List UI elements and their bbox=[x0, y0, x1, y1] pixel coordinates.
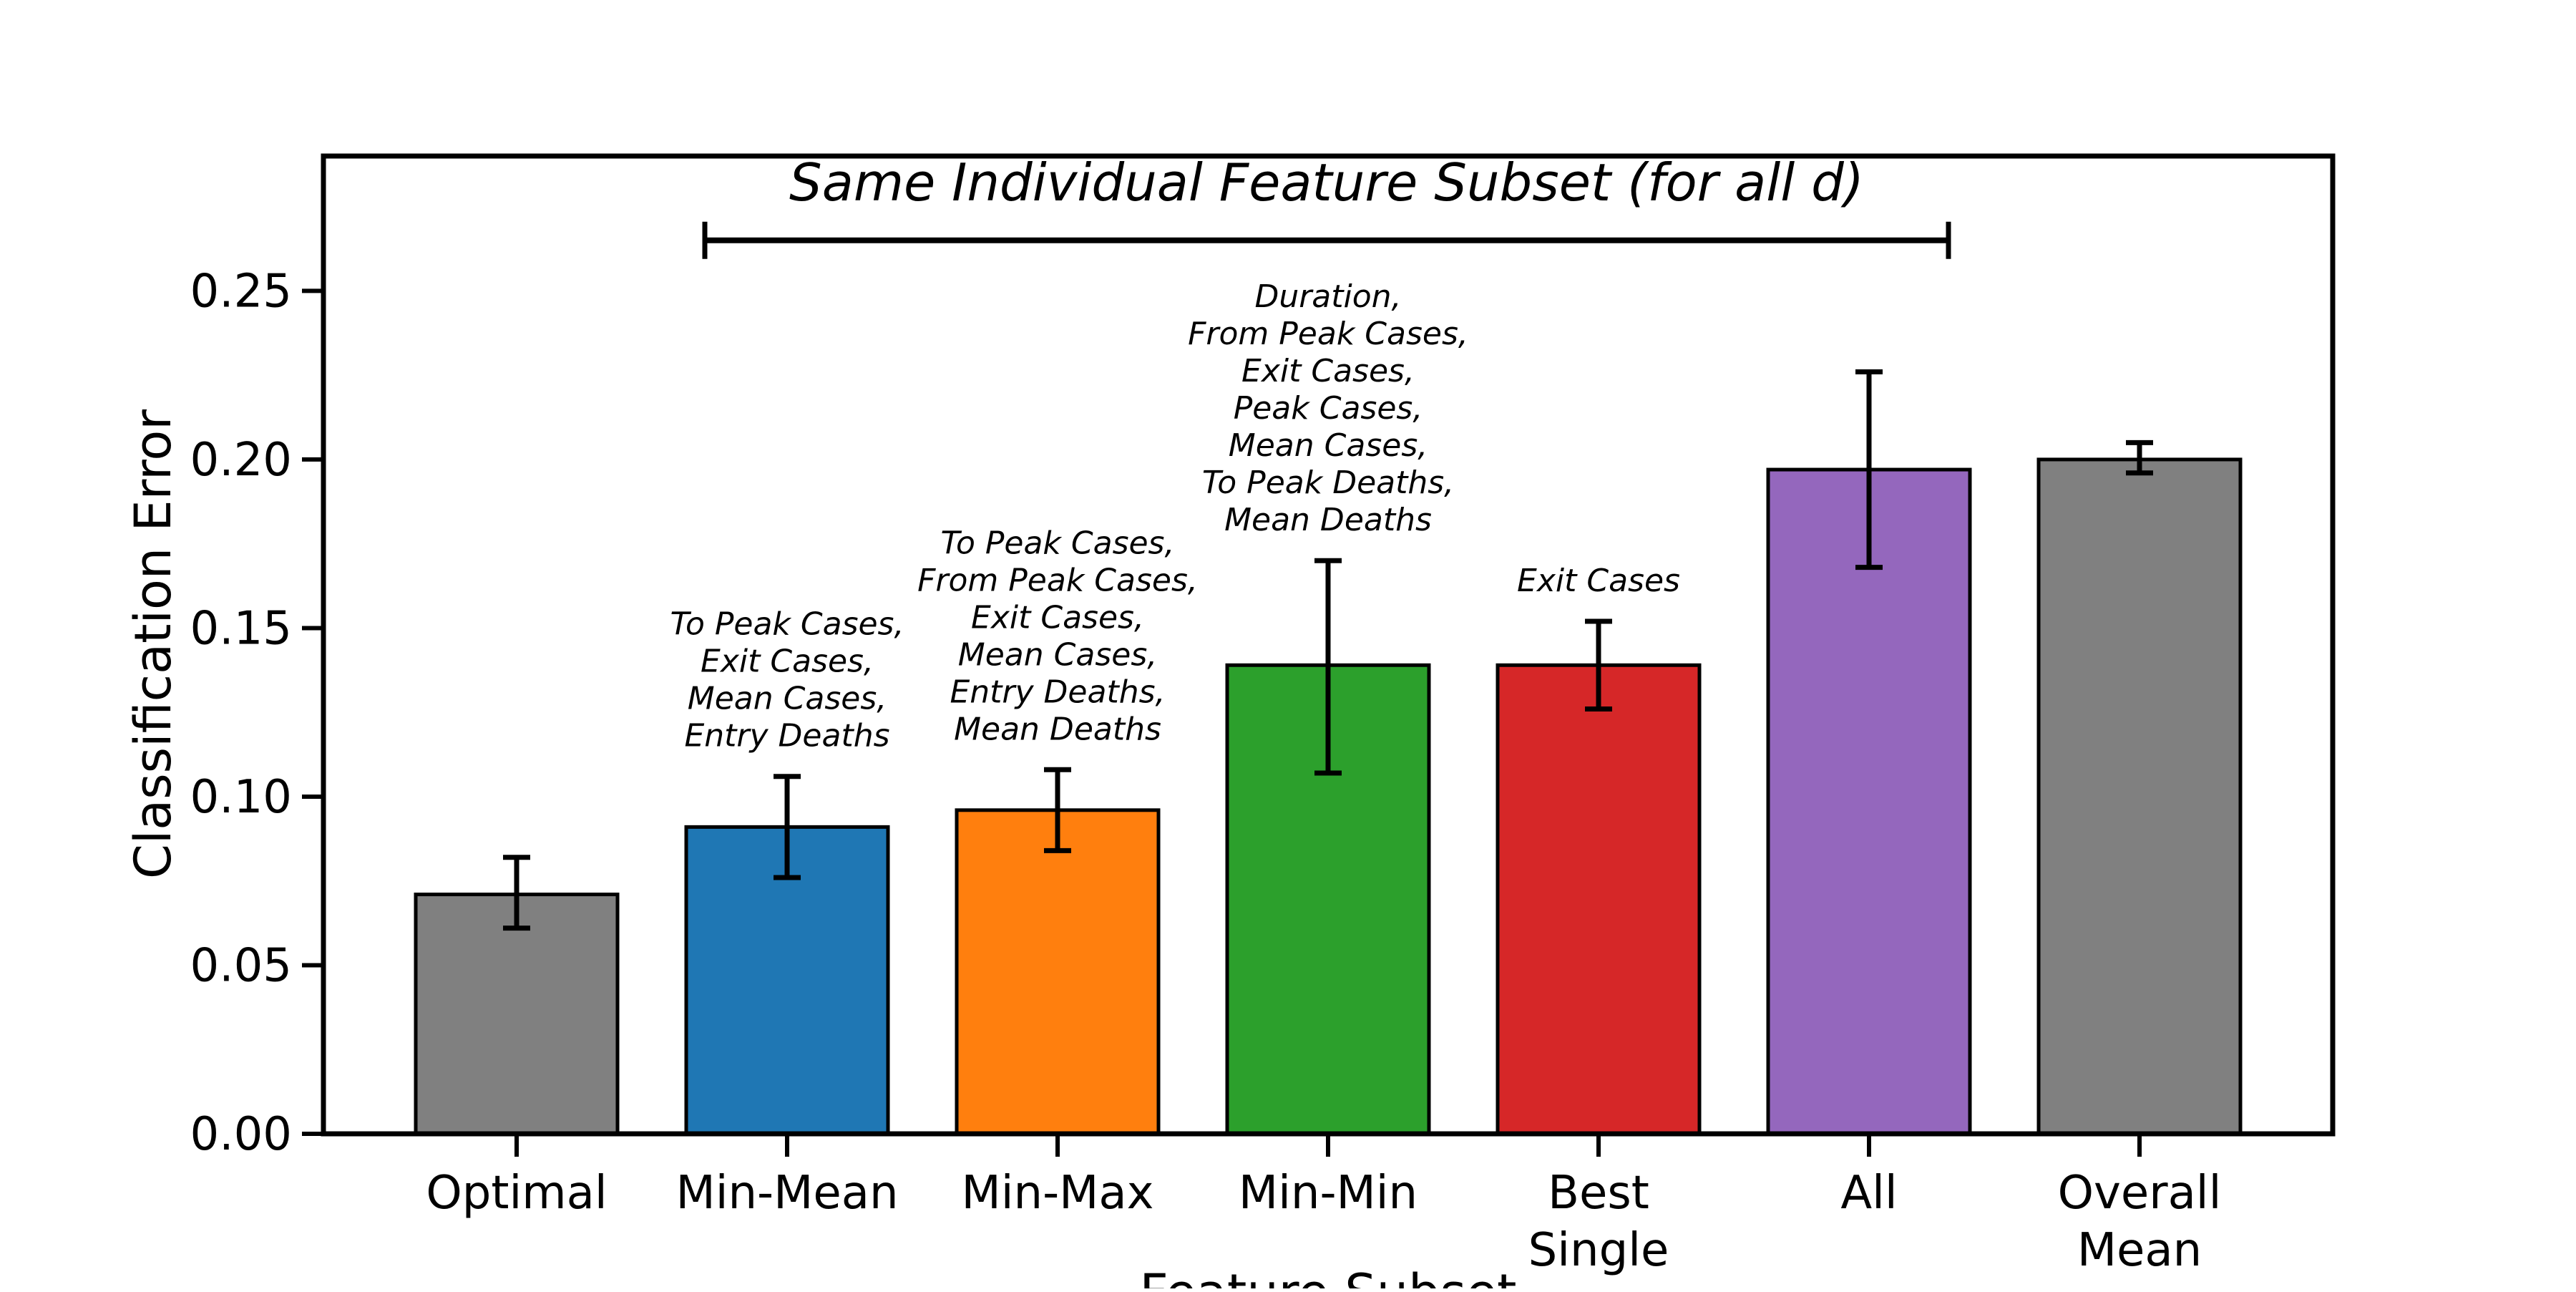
bar bbox=[955, 808, 1161, 1136]
x-tick-label: Overall bbox=[2058, 1167, 2222, 1220]
y-tick-label: 0.10 bbox=[190, 771, 293, 824]
x-axis-label: Feature Subset bbox=[1140, 1263, 1517, 1288]
x-tick-label: Best bbox=[1548, 1167, 1649, 1220]
annotation-label: Peak Cases, bbox=[1234, 390, 1423, 427]
x-tick-label: Optimal bbox=[426, 1167, 607, 1220]
bar bbox=[414, 893, 620, 1136]
annotation-label: To Peak Cases, bbox=[941, 525, 1175, 561]
annotation-label: To Peak Deaths, bbox=[1202, 465, 1454, 501]
annotation-label: From Peak Cases, bbox=[917, 562, 1198, 598]
annotation-label: Mean Cases, bbox=[1229, 427, 1428, 464]
annotation-label: Duration, bbox=[1254, 278, 1401, 315]
y-tick-label: 0.25 bbox=[190, 265, 293, 318]
annotation-label: Mean Cases, bbox=[688, 681, 887, 717]
annotation-label: Exit Cases, bbox=[701, 643, 874, 680]
annotation-label: Exit Cases, bbox=[1241, 353, 1415, 389]
y-tick-label: 0.20 bbox=[190, 434, 293, 487]
x-tick-label: Min-Max bbox=[962, 1167, 1154, 1220]
y-axis-label: Classification Error bbox=[124, 409, 182, 879]
bracket-label: Same Individual Feature Subset (for all … bbox=[789, 152, 1864, 213]
x-tick-label: All bbox=[1840, 1167, 1897, 1220]
bars-layer bbox=[414, 457, 2243, 1136]
y-axis: 0.00 0.05 0.10 0.15 0.20 0.25 bbox=[190, 265, 323, 1161]
annotation-label: From Peak Cases, bbox=[1188, 316, 1468, 352]
x-tick-label: Mean bbox=[2077, 1224, 2202, 1277]
y-tick-label: 0.15 bbox=[190, 602, 293, 655]
y-tick-label: 0.05 bbox=[190, 939, 293, 992]
annotation-label: Entry Deaths bbox=[684, 718, 889, 754]
annotation-label: Exit Cases, bbox=[971, 599, 1144, 636]
annotation-label: Entry Deaths, bbox=[950, 674, 1165, 710]
bar bbox=[2036, 457, 2243, 1136]
x-tick-label: Min-Mean bbox=[675, 1167, 898, 1220]
annotations-layer: To Peak Cases,Exit Cases,Mean Cases,Entr… bbox=[670, 278, 1680, 754]
annotation-label: Mean Deaths bbox=[1224, 502, 1432, 538]
bracket-layer: Same Individual Feature Subset (for all … bbox=[702, 152, 1951, 259]
annotation-label: Mean Deaths bbox=[954, 711, 1161, 747]
x-tick-label: Min-Min bbox=[1239, 1167, 1418, 1220]
bar bbox=[1496, 663, 1702, 1136]
y-tick-label: 0.00 bbox=[190, 1108, 293, 1161]
annotation-label: To Peak Cases, bbox=[670, 606, 904, 643]
annotation-label: Mean Cases, bbox=[958, 636, 1157, 673]
error-bars-layer bbox=[503, 369, 2153, 931]
annotation-label: Exit Cases bbox=[1517, 563, 1680, 599]
x-tick-label: Single bbox=[1528, 1224, 1669, 1277]
